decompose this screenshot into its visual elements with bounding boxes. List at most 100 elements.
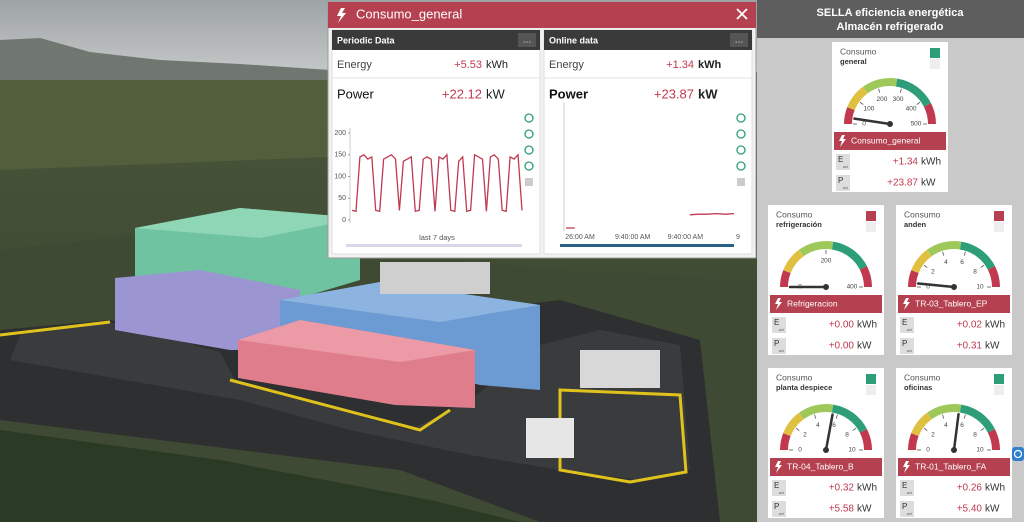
symbol-sub: act [779, 512, 784, 516]
gauge-band [895, 78, 931, 107]
power-value: +23.87 [654, 86, 694, 101]
zoom-button[interactable] [736, 145, 746, 155]
data-panel: Online data … Energy +1.34 kWh Power +23.87 kW [543, 29, 753, 255]
gauge-band [923, 103, 936, 125]
gauge-tick [835, 414, 838, 419]
export-button[interactable] [737, 178, 745, 186]
status-indicator-bg [866, 385, 876, 395]
gauge-tick-label: 100 [864, 105, 875, 112]
gauge-band [798, 404, 834, 420]
sidebar-title: SELLA eficiencia energética [817, 7, 965, 19]
zoom-icon [524, 129, 534, 139]
lightning-icon [775, 461, 782, 473]
lightning-icon [903, 298, 910, 310]
panel-menu[interactable]: … [518, 33, 536, 47]
gauge-band [926, 404, 962, 420]
gauge-tick-label: 8 [845, 431, 849, 438]
gauge-needle [952, 413, 960, 452]
close-button[interactable] [736, 8, 748, 20]
symbol-sub: act [843, 186, 848, 190]
gauge-band [959, 241, 995, 270]
gauge-band [987, 429, 1000, 451]
export-button[interactable] [525, 178, 533, 186]
zoom-icon [524, 161, 534, 171]
zoom-button[interactable] [524, 145, 534, 155]
status-indicator-bg [866, 222, 876, 232]
gauge-band [859, 429, 872, 451]
symbol-box [900, 480, 914, 496]
status-indicator [994, 374, 1004, 384]
gauge-tick-label: 0 [862, 121, 866, 128]
symbol: E [774, 481, 779, 490]
symbol-box [772, 317, 786, 333]
x-tick-label: 26:00 AM [565, 234, 595, 241]
zoom-button[interactable] [524, 161, 534, 171]
zoom-button[interactable] [736, 161, 746, 171]
gauge-band [926, 241, 962, 257]
card-sublabel: anden [904, 220, 927, 229]
gauge-tick-label: 10 [848, 447, 856, 454]
popup-title: Consumo_general [356, 6, 462, 21]
zoom-icon [524, 113, 534, 123]
panel-header [544, 30, 752, 50]
zoom-button[interactable] [524, 129, 534, 139]
power-unit: kW [857, 341, 872, 352]
card-sublabel: general [840, 57, 867, 66]
zoom-button[interactable] [524, 113, 534, 123]
symbol: E [774, 318, 779, 327]
power-value: +5.40 [957, 504, 983, 515]
gauge-tick-label: 10 [976, 284, 984, 291]
energy-unit: kWh [698, 59, 722, 71]
gauge-needle [853, 117, 892, 126]
zoom-icon [736, 129, 746, 139]
lightning-icon [337, 8, 346, 23]
gauge-band [783, 249, 804, 274]
panel-menu[interactable]: … [730, 33, 748, 47]
gauge-tick-label: 400 [906, 105, 917, 112]
card-label: Consumo [776, 372, 813, 382]
panel-title: Online data [549, 35, 599, 45]
power-unit: kW [486, 86, 506, 101]
scroll-button[interactable] [1012, 447, 1024, 461]
gauge-tick [923, 264, 928, 268]
card-sublabel: refrigeración [776, 220, 822, 229]
symbol: P [902, 339, 907, 348]
gauge-tick-label: 6 [960, 259, 964, 266]
gauge-band [844, 107, 855, 125]
data-line [566, 212, 735, 229]
power-unit: kW [985, 341, 1000, 352]
name-bar [898, 458, 1010, 476]
power-unit: kW [857, 504, 872, 515]
zoom-button[interactable] [736, 129, 746, 139]
zoom-icon [736, 113, 746, 123]
panel-body [543, 29, 753, 255]
gauge-tick [963, 414, 966, 419]
panel-header [332, 30, 540, 50]
x-tick-label: 9 [736, 234, 740, 241]
energy-unit: kWh [486, 59, 508, 71]
gauge-tick [942, 414, 945, 419]
energy-unit: kWh [921, 157, 941, 168]
y-tick-label: 50 [338, 195, 346, 202]
meter-name: TR-03_Tablero_EP [915, 298, 988, 308]
meter-name: Consumo_general [851, 135, 921, 145]
gauge-tick-label: 500 [911, 121, 922, 128]
symbol-box [772, 338, 786, 354]
name-bar [834, 132, 946, 150]
symbol: P [774, 339, 779, 348]
symbol: E [902, 481, 907, 490]
energy-value: +1.34 [666, 59, 694, 71]
symbol-sub: act [907, 512, 912, 516]
gauge-band [908, 433, 919, 451]
energy-value: +0.32 [829, 483, 855, 494]
name-bar [770, 458, 882, 476]
needle-hub [951, 284, 957, 290]
symbol-box [836, 154, 850, 170]
needle-hub [951, 447, 957, 453]
meter-card[interactable]: Consumorefrigeración0200400Refrigeracion… [768, 205, 884, 355]
zoom-button[interactable] [736, 113, 746, 123]
